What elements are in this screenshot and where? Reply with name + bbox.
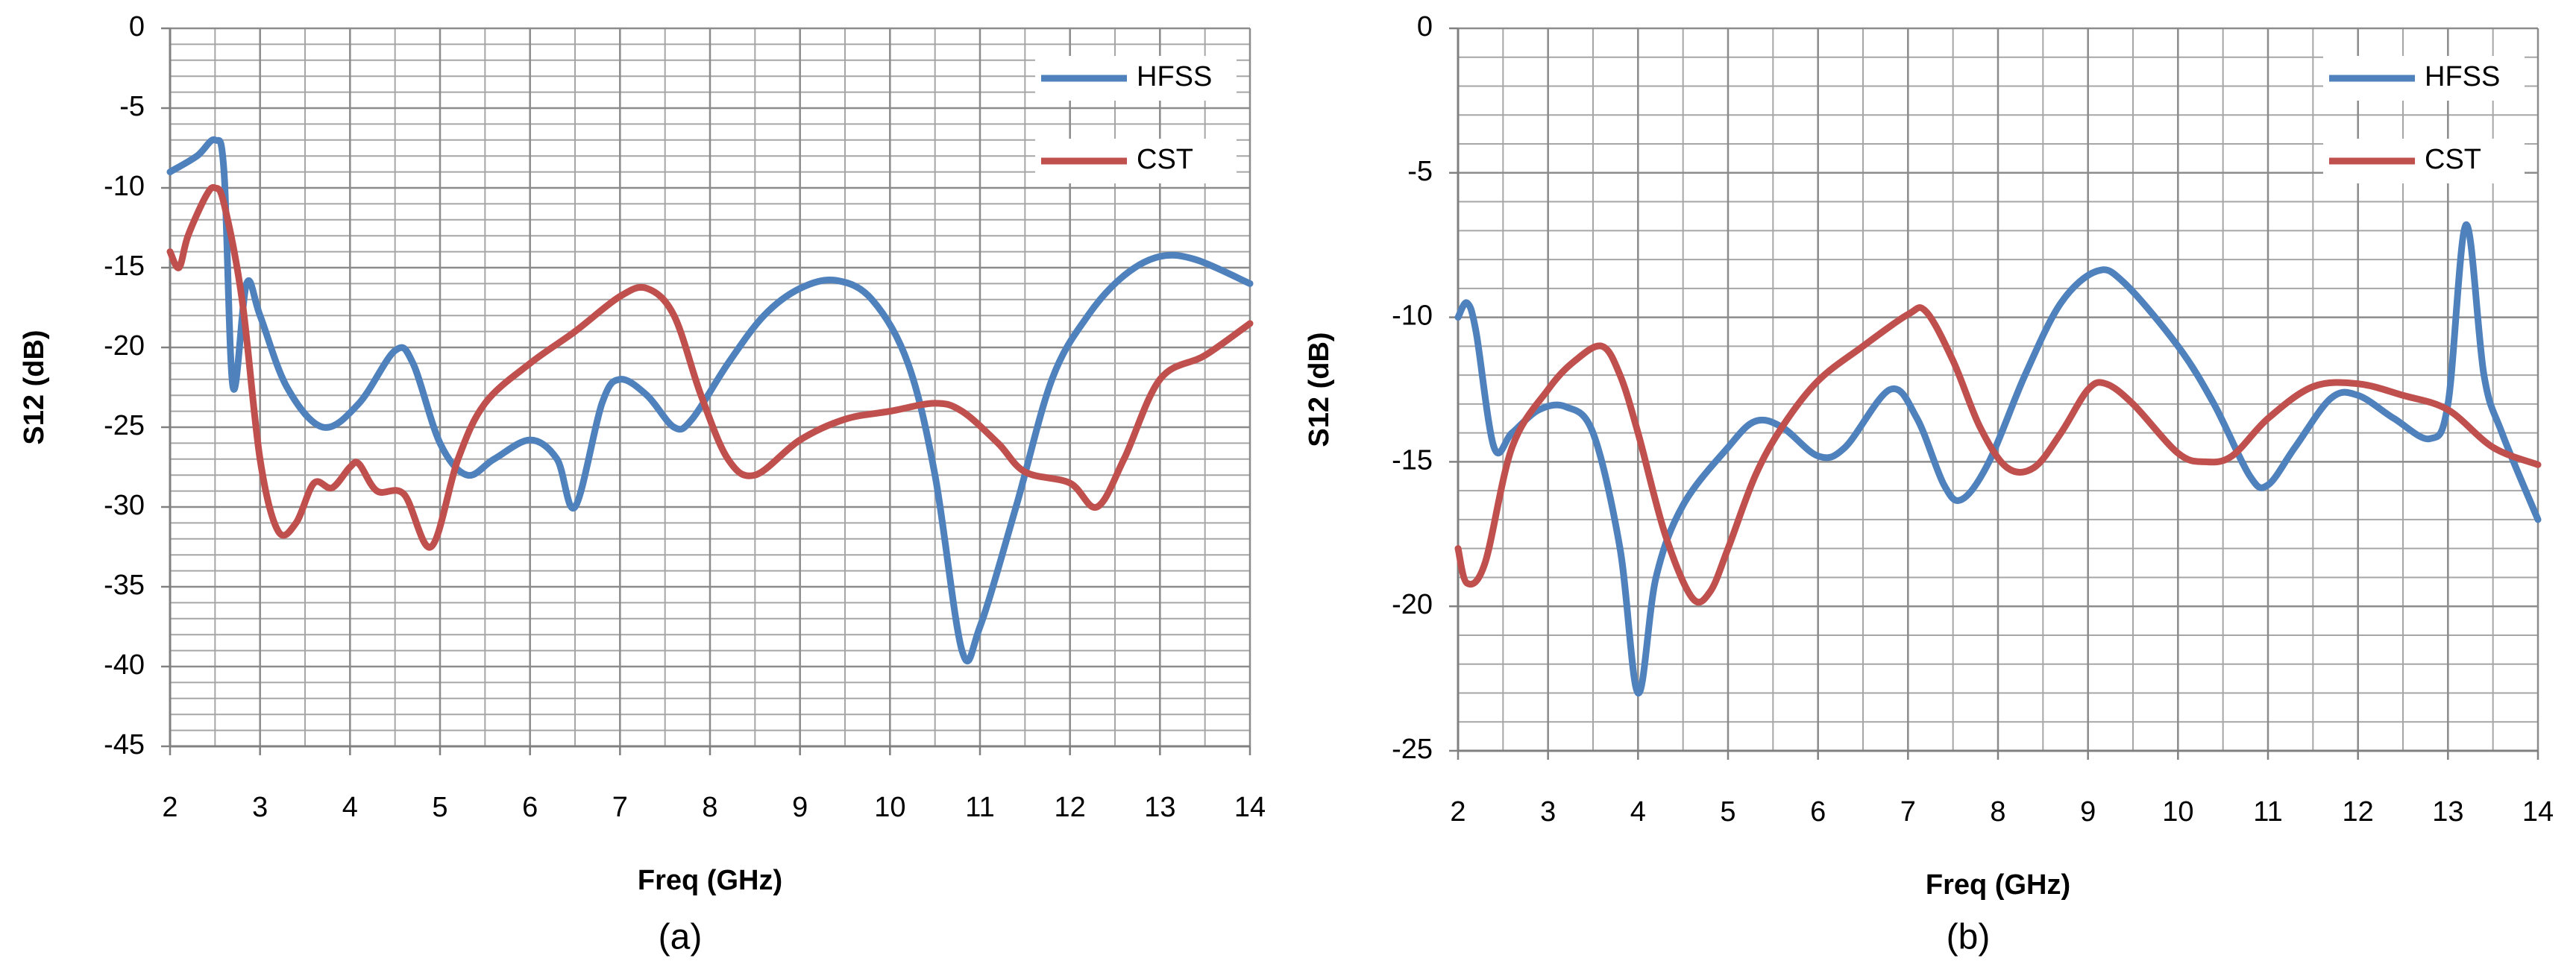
y-tick-label: -15 bbox=[1392, 444, 1433, 476]
x-tick-label: 11 bbox=[965, 792, 994, 823]
x-tick-label: 12 bbox=[2343, 796, 2374, 828]
x-tick-label: 5 bbox=[432, 792, 447, 823]
y-tick-label: 0 bbox=[129, 11, 145, 42]
caption: (b) bbox=[1947, 918, 1991, 957]
x-tick-label: 5 bbox=[1720, 796, 1735, 828]
x-tick-label: 7 bbox=[1900, 796, 1916, 828]
y-tick-label: -25 bbox=[104, 410, 145, 441]
y-tick-label: -5 bbox=[1407, 156, 1433, 187]
y-tick-label: -40 bbox=[104, 649, 145, 681]
x-axis-title: Freq (GHz) bbox=[1926, 869, 2070, 901]
x-tick-label: 6 bbox=[1810, 796, 1826, 828]
x-tick-label: 7 bbox=[612, 792, 628, 823]
y-tick-label: -45 bbox=[104, 729, 145, 760]
y-tick-label: -5 bbox=[119, 91, 145, 122]
x-tick-label: 3 bbox=[1540, 796, 1556, 828]
y-tick-label: -10 bbox=[104, 171, 145, 202]
y-tick-label: -20 bbox=[1392, 589, 1433, 620]
y-tick-label: -35 bbox=[104, 570, 145, 601]
y-axis-title: S12 (dB) bbox=[1304, 332, 1335, 447]
data-line bbox=[166, 136, 1254, 665]
x-tick-label: 14 bbox=[1234, 792, 1266, 823]
x-tick-label: 11 bbox=[2253, 796, 2282, 828]
legend-label: CST bbox=[1137, 144, 1193, 175]
x-tick-label: 9 bbox=[792, 792, 808, 823]
x-tick-label: 2 bbox=[162, 792, 178, 823]
x-tick-label: 10 bbox=[2162, 796, 2193, 828]
y-tick-label: -30 bbox=[104, 490, 145, 521]
y-tick-label: 0 bbox=[1417, 11, 1433, 42]
data-line bbox=[1454, 304, 2542, 606]
x-tick-label: 14 bbox=[2522, 796, 2554, 828]
x-axis-title: Freq (GHz) bbox=[638, 865, 782, 896]
y-tick-label: -25 bbox=[1392, 734, 1433, 765]
x-tick-label: 6 bbox=[522, 792, 538, 823]
legend-label: CST bbox=[2425, 144, 2481, 175]
y-tick-label: -20 bbox=[104, 330, 145, 362]
y-tick-label: -15 bbox=[104, 251, 145, 282]
chart: 0 -5 -10 -15 -20 -25 -30 -35 -40 -45 2 3 4 5 6 7 8 9 10 11 1… bbox=[19, 11, 1266, 957]
x-tick-label: 10 bbox=[874, 792, 905, 823]
chart: 0 -5 -10 -15 -20 -25 2 3 4 5 6 7 8 9 10 11 12 13 14 HFSS CST… bbox=[1304, 11, 2554, 957]
x-tick-label: 8 bbox=[702, 792, 717, 823]
legend-label: HFSS bbox=[2425, 61, 2500, 92]
caption: (a) bbox=[659, 918, 703, 957]
x-tick-label: 3 bbox=[252, 792, 268, 823]
x-tick-label: 8 bbox=[1990, 796, 2005, 828]
x-tick-label: 4 bbox=[342, 792, 358, 823]
x-tick-label: 12 bbox=[1055, 792, 1086, 823]
legend-label: HFSS bbox=[1137, 61, 1212, 92]
data-line bbox=[1454, 221, 2542, 696]
data-line bbox=[166, 183, 1254, 551]
y-axis-title: S12 (dB) bbox=[19, 330, 50, 444]
x-tick-label: 13 bbox=[2432, 796, 2463, 828]
y-tick-label: -10 bbox=[1392, 300, 1433, 332]
x-tick-label: 4 bbox=[1630, 796, 1646, 828]
x-tick-label: 2 bbox=[1450, 796, 1466, 828]
x-tick-label: 9 bbox=[2080, 796, 2096, 828]
x-tick-label: 13 bbox=[1144, 792, 1175, 823]
